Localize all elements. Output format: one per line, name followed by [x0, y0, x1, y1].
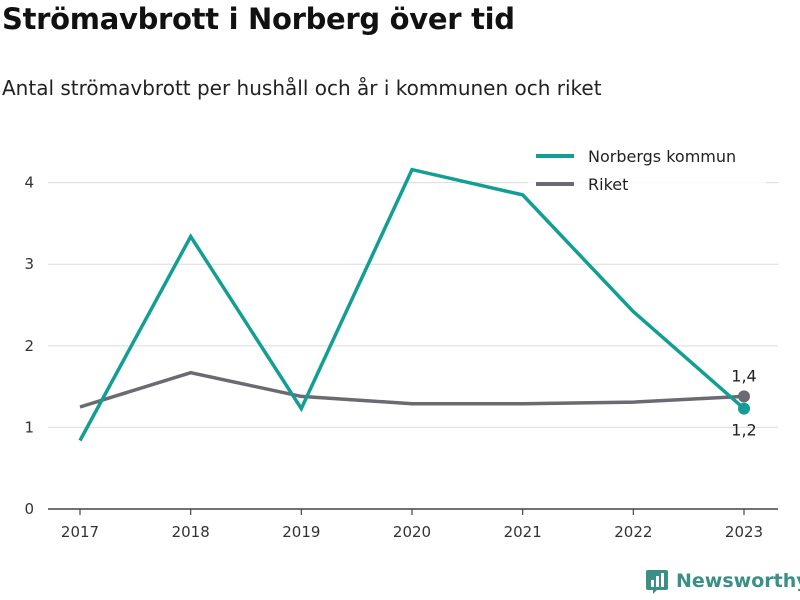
data-label: 1,4 — [731, 366, 756, 385]
x-tick-label: 2023 — [725, 523, 763, 541]
brand-name: Newsworthy — [676, 570, 800, 592]
x-tick-label: 2020 — [393, 523, 431, 541]
x-tick-label: 2021 — [504, 523, 542, 541]
x-tick-label: 2017 — [61, 523, 99, 541]
series-line — [79, 370, 745, 409]
chart-subtitle: Antal strömavbrott per hushåll och år i … — [2, 76, 602, 100]
y-tick-label: 3 — [24, 255, 34, 273]
axis-layer: 0 1 2 3 4 2017 2018 2019 2020 2021 2022 2023 — [24, 174, 778, 541]
bar-chart-icon — [646, 568, 668, 594]
series-end-point — [738, 402, 750, 415]
newsworthy-logo: Newsworthy — [646, 568, 800, 594]
y-tick-label: 4 — [24, 174, 34, 192]
data-label: 1,2 — [731, 421, 756, 440]
series-line — [78, 167, 746, 442]
x-tick-label: 2022 — [614, 523, 652, 541]
x-tick-label: 2019 — [282, 523, 320, 541]
legend-label: Riket — [588, 175, 628, 194]
grid-layer — [48, 182, 778, 428]
y-tick-label: 2 — [24, 337, 34, 355]
x-tick-label: 2018 — [172, 523, 210, 541]
series-end-point — [738, 390, 750, 403]
data-labels: 1,2 1,4 — [731, 366, 756, 439]
legend-label: Norbergs kommun — [588, 147, 736, 166]
y-tick-label: 1 — [24, 418, 34, 436]
legend: Norbergs kommun Riket — [528, 144, 766, 196]
chart-title: Strömavbrott i Norberg över tid — [2, 2, 515, 36]
series-layer — [78, 167, 750, 442]
y-tick-label: 0 — [24, 500, 34, 518]
